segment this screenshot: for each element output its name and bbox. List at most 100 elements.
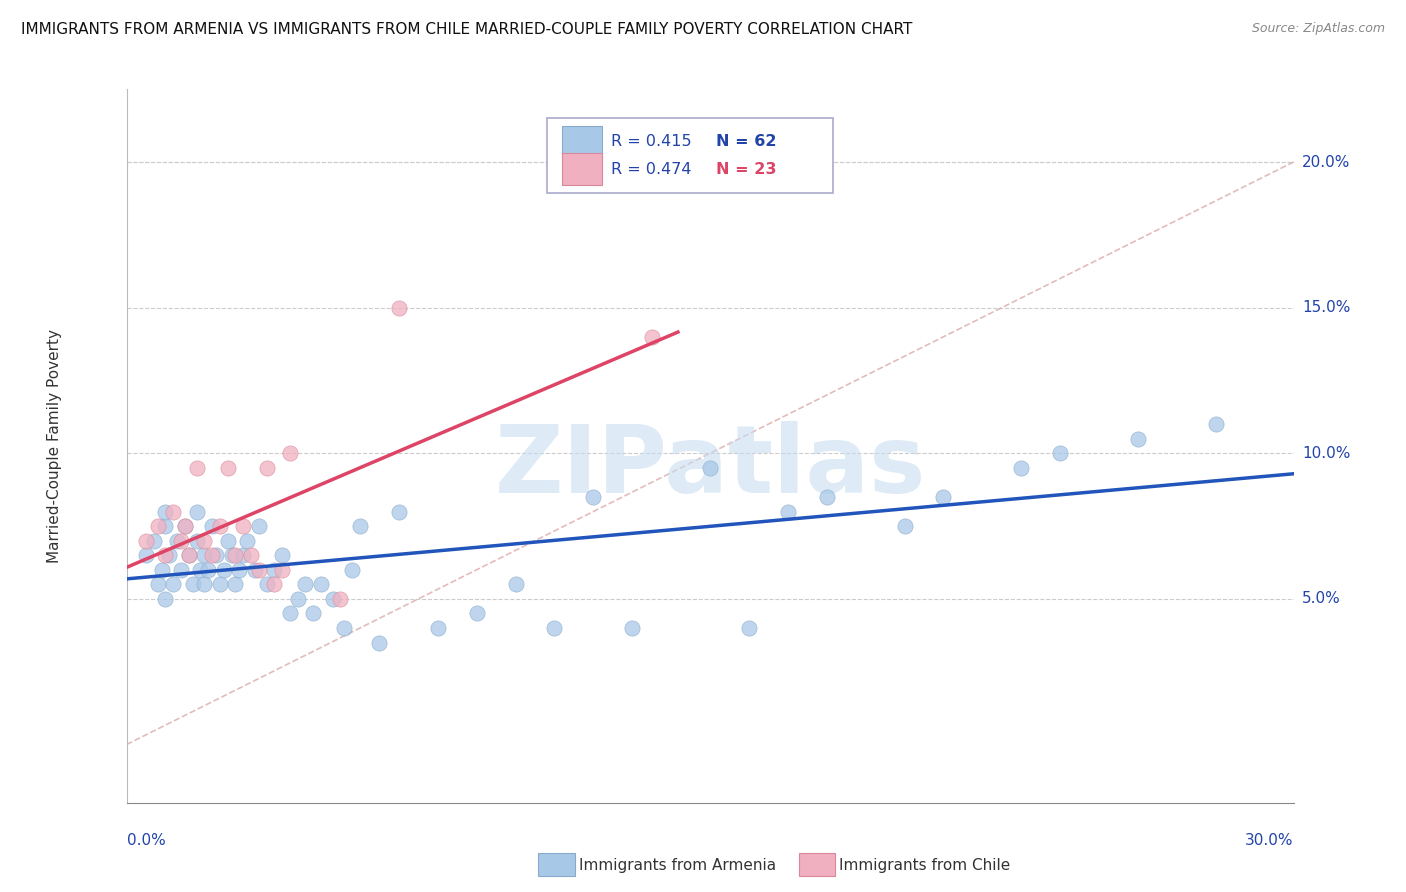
Point bbox=[465, 607, 488, 621]
Point bbox=[582, 490, 605, 504]
Point bbox=[368, 635, 391, 649]
Text: 5.0%: 5.0% bbox=[1302, 591, 1340, 607]
Point bbox=[224, 577, 246, 591]
Point bbox=[263, 563, 285, 577]
Text: 0.0%: 0.0% bbox=[127, 833, 166, 848]
Point bbox=[302, 607, 325, 621]
Point bbox=[294, 577, 316, 591]
FancyBboxPatch shape bbox=[562, 153, 602, 185]
Point bbox=[224, 548, 246, 562]
Point bbox=[142, 533, 165, 548]
Point bbox=[243, 563, 266, 577]
Point bbox=[197, 563, 219, 577]
Point bbox=[170, 533, 193, 548]
Point bbox=[174, 519, 197, 533]
Point bbox=[256, 577, 278, 591]
Point bbox=[193, 577, 215, 591]
Point bbox=[1010, 460, 1032, 475]
Point bbox=[205, 548, 228, 562]
Point bbox=[543, 621, 565, 635]
Point bbox=[146, 519, 169, 533]
Point bbox=[212, 563, 235, 577]
Point bbox=[181, 577, 204, 591]
Point bbox=[162, 577, 184, 591]
Text: 10.0%: 10.0% bbox=[1302, 446, 1350, 461]
Point bbox=[186, 460, 208, 475]
Text: N = 62: N = 62 bbox=[716, 134, 776, 149]
Point bbox=[208, 519, 231, 533]
Point bbox=[893, 519, 915, 533]
FancyBboxPatch shape bbox=[547, 118, 832, 193]
Point bbox=[340, 563, 363, 577]
Point bbox=[738, 621, 761, 635]
Point bbox=[776, 504, 799, 518]
Text: 30.0%: 30.0% bbox=[1246, 833, 1294, 848]
Point bbox=[329, 591, 352, 606]
Point bbox=[146, 577, 169, 591]
Point bbox=[232, 548, 254, 562]
Point bbox=[333, 621, 356, 635]
Text: IMMIGRANTS FROM ARMENIA VS IMMIGRANTS FROM CHILE MARRIED-COUPLE FAMILY POVERTY C: IMMIGRANTS FROM ARMENIA VS IMMIGRANTS FR… bbox=[21, 22, 912, 37]
Point bbox=[201, 548, 224, 562]
Point bbox=[240, 548, 263, 562]
Point bbox=[641, 330, 664, 344]
Point bbox=[155, 548, 177, 562]
Point bbox=[186, 533, 208, 548]
Point bbox=[256, 460, 278, 475]
Point bbox=[278, 446, 301, 460]
Text: 20.0%: 20.0% bbox=[1302, 154, 1350, 169]
Point bbox=[170, 563, 193, 577]
Point bbox=[157, 548, 180, 562]
Point bbox=[388, 504, 411, 518]
Point bbox=[309, 577, 332, 591]
Point bbox=[278, 607, 301, 621]
Point bbox=[208, 577, 231, 591]
Point bbox=[155, 519, 177, 533]
Point bbox=[263, 577, 285, 591]
Text: R = 0.474: R = 0.474 bbox=[610, 161, 692, 177]
Point bbox=[388, 301, 411, 315]
Point bbox=[236, 533, 259, 548]
Point bbox=[247, 519, 270, 533]
FancyBboxPatch shape bbox=[562, 126, 602, 157]
Point bbox=[177, 548, 200, 562]
Point bbox=[621, 621, 644, 635]
Point bbox=[426, 621, 449, 635]
Point bbox=[201, 519, 224, 533]
Point bbox=[505, 577, 527, 591]
Point bbox=[287, 591, 309, 606]
Point bbox=[1049, 446, 1071, 460]
Point bbox=[271, 563, 294, 577]
Point bbox=[349, 519, 371, 533]
Text: Immigrants from Armenia: Immigrants from Armenia bbox=[579, 858, 776, 872]
Point bbox=[155, 504, 177, 518]
Text: Immigrants from Chile: Immigrants from Chile bbox=[839, 858, 1011, 872]
Text: ZIPatlas: ZIPatlas bbox=[495, 421, 925, 514]
Point bbox=[193, 533, 215, 548]
Point bbox=[1205, 417, 1227, 432]
Point bbox=[932, 490, 955, 504]
Point bbox=[150, 563, 173, 577]
Point bbox=[155, 591, 177, 606]
Point bbox=[271, 548, 294, 562]
Point bbox=[135, 533, 157, 548]
Point bbox=[166, 533, 188, 548]
Point bbox=[190, 563, 212, 577]
Text: 15.0%: 15.0% bbox=[1302, 300, 1350, 315]
Point bbox=[177, 548, 200, 562]
Point bbox=[1126, 432, 1149, 446]
Point bbox=[322, 591, 344, 606]
Text: N = 23: N = 23 bbox=[716, 161, 776, 177]
Point bbox=[217, 533, 239, 548]
Point bbox=[699, 460, 721, 475]
Point bbox=[174, 519, 197, 533]
Point bbox=[232, 519, 254, 533]
Point bbox=[815, 490, 838, 504]
Point bbox=[193, 548, 215, 562]
Point bbox=[217, 460, 239, 475]
Text: Married-Couple Family Poverty: Married-Couple Family Poverty bbox=[46, 329, 62, 563]
Text: Source: ZipAtlas.com: Source: ZipAtlas.com bbox=[1251, 22, 1385, 36]
Point bbox=[247, 563, 270, 577]
Point bbox=[228, 563, 250, 577]
Point bbox=[221, 548, 243, 562]
